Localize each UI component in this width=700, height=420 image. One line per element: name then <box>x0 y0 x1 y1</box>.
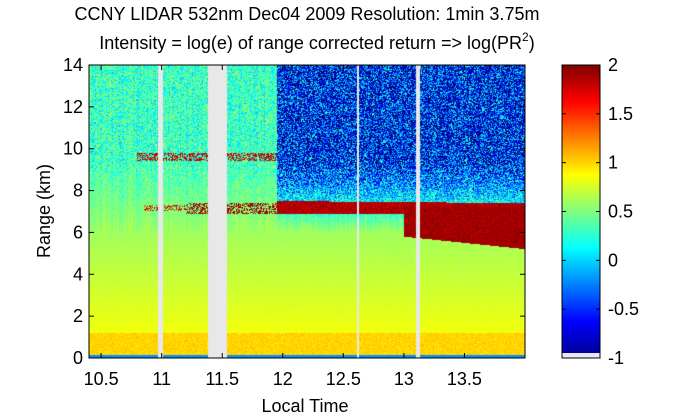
heatmap-image <box>89 65 525 358</box>
colorbar-gradient <box>562 65 600 358</box>
y-axis-ticks: 0 2 4 6 8 10 12 14 <box>63 55 525 368</box>
y-tick-label: 8 <box>73 181 83 201</box>
colorbar-low-band <box>562 353 600 358</box>
chart-subtitle-tail: ) <box>529 33 535 53</box>
y-tick-label: 6 <box>73 222 83 242</box>
x-tick-label: 13.5 <box>447 369 482 389</box>
y-tick-label: 4 <box>73 264 83 284</box>
colorbar-ticks: 2 1.5 1 0.5 0 -0.5 -1 <box>562 55 639 368</box>
colorbar-tick-label: 1.5 <box>608 104 633 124</box>
chart-subtitle-sup: 2 <box>522 30 529 44</box>
x-tick-label: 12.5 <box>326 369 361 389</box>
x-tick-label: 13 <box>394 369 414 389</box>
x-tick-label: 12 <box>273 369 293 389</box>
x-axis-label: Local Time <box>261 396 348 416</box>
chart-subtitle-main: Intensity = log(e) of range corrected re… <box>99 33 522 53</box>
y-tick-label: 12 <box>63 97 83 117</box>
chart-subtitle: Intensity = log(e) of range corrected re… <box>99 30 534 53</box>
x-tick-label: 11.5 <box>205 369 239 389</box>
colorbar-tick-label: -0.5 <box>608 299 639 319</box>
x-axis-ticks: 10.5 11 11.5 12 12.5 13 13.5 <box>84 65 482 389</box>
colorbar-tick-label: -1 <box>608 348 624 368</box>
y-tick-label: 10 <box>63 139 83 159</box>
colorbar: 2 1.5 1 0.5 0 -0.5 -1 <box>561 55 639 368</box>
colorbar-tick-label: 2 <box>608 55 618 75</box>
colorbar-tick-label: 0.5 <box>608 202 633 222</box>
chart-title: CCNY LIDAR 532nm Dec04 2009 Resolution: … <box>75 4 540 24</box>
y-axis-label: Range (km) <box>34 164 54 258</box>
colorbar-tick-label: 0 <box>608 250 618 270</box>
plot-frame <box>88 64 526 359</box>
x-tick-label: 11 <box>152 369 171 389</box>
x-tick-label: 10.5 <box>84 369 119 389</box>
colorbar-tick-label: 1 <box>608 153 618 173</box>
y-tick-label: 14 <box>63 55 83 75</box>
plot-area: 10.5 11 11.5 12 12.5 13 13.5 0 2 4 6 8 10 12 14 <box>63 55 526 389</box>
y-tick-label: 0 <box>73 348 83 368</box>
y-tick-label: 2 <box>73 306 83 326</box>
